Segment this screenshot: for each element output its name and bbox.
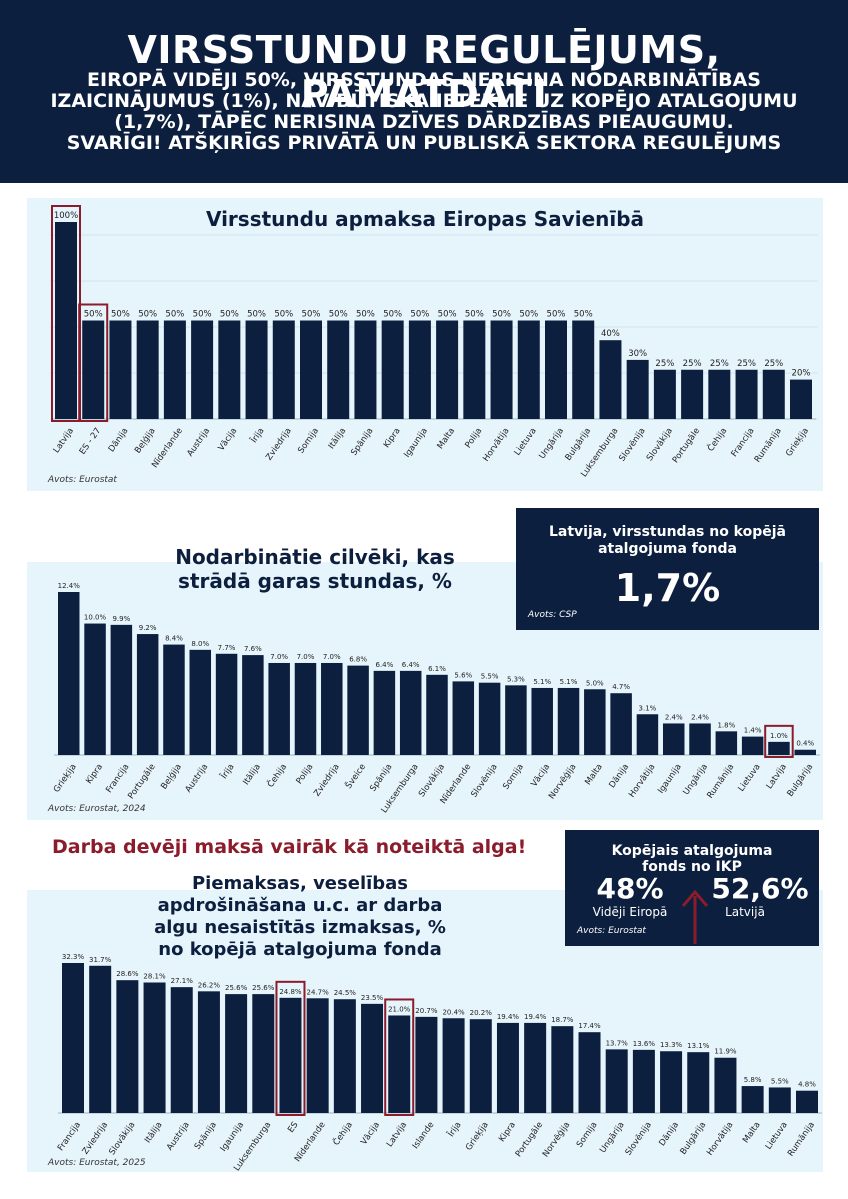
subtitle-line: IZAICINĀJUMUS (1%), NAV BŪTISKA IETEKME …	[50, 90, 798, 112]
gdp-europe-label: Vidēji Eiropā	[592, 905, 668, 919]
chart3-title-text: Piemaksas, veselības apdrošināšana u.c. …	[154, 873, 446, 960]
latvia-box-title: Latvija, virsstundas no kopējā atalgojum…	[516, 524, 819, 558]
latvia-box-source: Avots: CSP	[528, 610, 577, 620]
chart1-title: Virsstundu apmaksa Eiropas Savienībā	[205, 207, 645, 231]
latvia-box-title-line: Latvija, virsstundas no kopējā	[549, 524, 786, 540]
page-subtitle: EIROPĀ VIDĒJI 50%, VIRSSTUNDAS NERISINA …	[20, 70, 828, 154]
subtitle-line: SVARĪGI! ATŠĶIRĪGS PRIVĀTĀ UN PUBLISKĀ S…	[66, 132, 782, 154]
gdp-box-source: Avots: Eurostat	[577, 926, 646, 936]
up-arrow-icon	[681, 889, 709, 944]
gdp-box-title-line: Kopējais atalgojuma	[611, 843, 773, 859]
gdp-europe-value: 48%	[596, 872, 664, 905]
header-banner: VIRSSTUNDU REGULĒJUMS, PAMATDATI EIROPĀ …	[0, 0, 848, 183]
latvia-box-value: 1,7%	[614, 566, 721, 610]
chart1-source: Avots: Eurostat	[48, 475, 117, 485]
subtitle-line: EIROPĀ VIDĒJI 50%, VIRSSTUNDAS NERISINA …	[87, 69, 761, 91]
gdp-box-title-line: fonds no IKP	[642, 859, 742, 875]
gdp-latvia-label: Latvijā	[725, 905, 765, 919]
chart2-title: Nodarbinātie cilvēki, kas strādā garas s…	[150, 545, 480, 593]
gdp-latvia-value: 52,6%	[711, 872, 809, 905]
chart1-panel	[27, 198, 823, 491]
chart2-title-text: Nodarbinātie cilvēki, kas strādā garas s…	[175, 545, 455, 593]
wage-fund-gdp-box: Kopējais atalgojuma fonds no IKP 48% Vid…	[565, 830, 819, 946]
subtitle-line: (1,7%), TĀPĒC NERISINA DZĪVES DĀRDZĪBAS …	[114, 111, 734, 133]
latvia-box-title-line: atalgojuma fonda	[598, 541, 737, 557]
latvia-overtime-box: Latvija, virsstundas no kopējā atalgojum…	[516, 508, 819, 630]
employer-costs-heading: Darba devēji maksā vairāk kā noteiktā al…	[52, 836, 527, 858]
chart2-source: Avots: Eurostat, 2024	[48, 804, 146, 814]
gdp-box-title: Kopējais atalgojuma fonds no IKP	[565, 843, 819, 875]
chart3-title: Piemaksas, veselības apdrošināšana u.c. …	[140, 873, 460, 961]
chart3-source: Avots: Eurostat, 2025	[48, 1158, 146, 1168]
page-title: VIRSSTUNDU REGULĒJUMS, PAMATDATI	[127, 28, 721, 116]
